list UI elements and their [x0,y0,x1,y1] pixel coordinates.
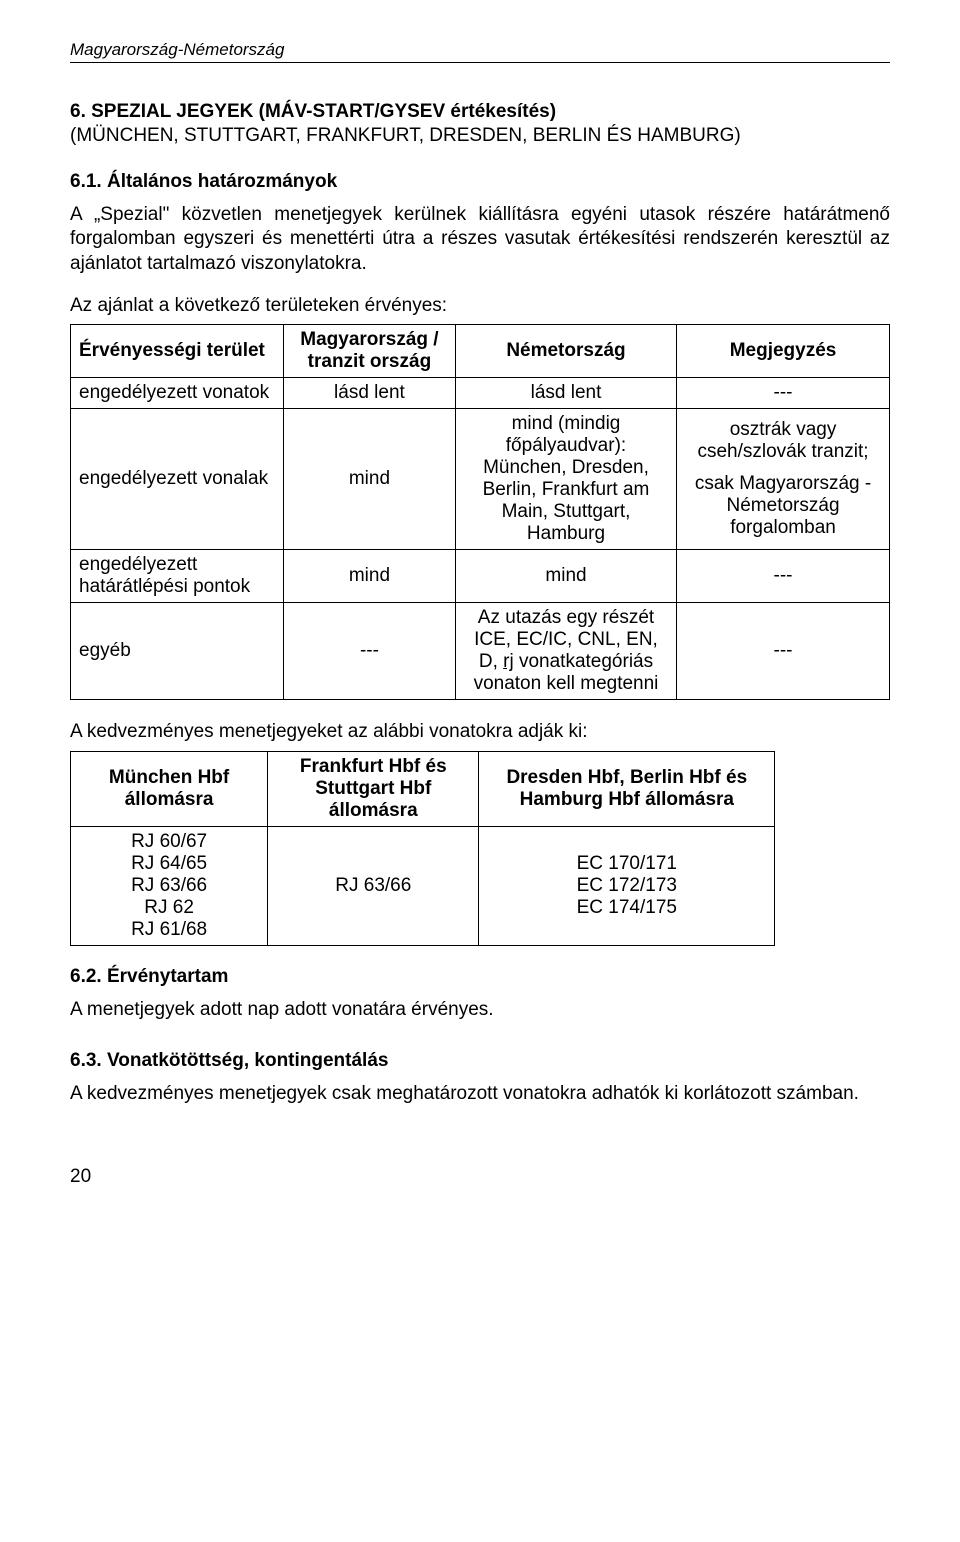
train-code: EC 174/175 [489,897,764,919]
cell-note-line1: osztrák vagy cseh/szlovák tranzit; [685,419,881,463]
section-6-subtitle: (MÜNCHEN, STUTTGART, FRANKFURT, DRESDEN,… [70,125,890,147]
subsection-6-3-para: A kedvezményes menetjegyek csak meghatár… [70,1082,890,1106]
cell: --- [677,550,890,603]
table-header-row: München Hbf állomásra Frankfurt Hbf és S… [71,751,775,826]
cell: osztrák vagy cseh/szlovák tranzit; csak … [677,409,890,550]
subsection-6-2-heading: 6.2. Érvénytartam [70,966,890,988]
trains-table: München Hbf állomásra Frankfurt Hbf és S… [70,751,775,946]
cell: mind [455,550,676,603]
cell: lásd lent [455,378,676,409]
trains-intro: A kedvezményes menetjegyeket az alábbi v… [70,720,890,744]
col-header-germany: Németország [455,325,676,378]
table-row: engedélyezett vonatok lásd lent lásd len… [71,378,890,409]
cell-dresden-trains: EC 170/171 EC 172/173 EC 174/175 [479,826,775,945]
col-header-frankfurt: Frankfurt Hbf és Stuttgart Hbf állomásra [268,751,479,826]
subsection-6-1-para2: Az ajánlat a következő területeken érvén… [70,294,890,318]
cell: --- [283,603,455,700]
validity-table: Érvényességi terület Magyarország / tran… [70,324,890,700]
train-code: RJ 62 [81,897,257,919]
cell-border-label: engedélyezett határátlépési pontok [71,550,284,603]
cell: lásd lent [283,378,455,409]
document-page: Magyarország-Németország 6. SPEZIAL JEGY… [0,0,960,1228]
train-code: EC 172/173 [489,875,764,897]
col-header-hungary: Magyarország / tranzit ország [283,325,455,378]
subsection-6-1-para1: A „Spezial" közvetlen menetjegyek kerüln… [70,203,890,276]
table-row: engedélyezett vonalak mind mind (mindig … [71,409,890,550]
cell: mind (mindig főpályaudvar): München, Dre… [455,409,676,550]
col-header-note: Megjegyzés [677,325,890,378]
train-code: EC 170/171 [489,853,764,875]
table-row: RJ 60/67 RJ 64/65 RJ 63/66 RJ 62 RJ 61/6… [71,826,775,945]
col-header-munich: München Hbf állomásra [71,751,268,826]
train-code: RJ 61/68 [81,919,257,941]
cell: --- [677,378,890,409]
train-code: RJ 63/66 [81,875,257,897]
cell-lines-label: engedélyezett vonalak [71,409,284,550]
cell-frankfurt-trains: RJ 63/66 [268,826,479,945]
cell-other-germany: Az utazás egy részét ICE, EC/IC, CNL, EN… [455,603,676,700]
cell-note-line2: csak Magyarország - Németország forgalom… [685,473,881,539]
cell: --- [677,603,890,700]
cell: mind [283,409,455,550]
text-rj: rj [503,651,514,672]
table-row: egyéb --- Az utazás egy részét ICE, EC/I… [71,603,890,700]
train-code: RJ 60/67 [81,831,257,853]
cell-other-label: egyéb [71,603,284,700]
subsection-6-1-heading: 6.1. Általános határozmányok [70,171,890,193]
cell-trains-label: engedélyezett vonatok [71,378,284,409]
cell-munich-trains: RJ 60/67 RJ 64/65 RJ 63/66 RJ 62 RJ 61/6… [71,826,268,945]
running-header: Magyarország-Németország [70,40,890,63]
cell: mind [283,550,455,603]
col-header-dresden: Dresden Hbf, Berlin Hbf és Hamburg Hbf á… [479,751,775,826]
page-number: 20 [70,1166,890,1188]
spacer [685,463,881,473]
table-row: engedélyezett határátlépési pontok mind … [71,550,890,603]
section-6-title: 6. SPEZIAL JEGYEK (MÁV-START/GYSEV érték… [70,101,890,123]
subsection-6-2-para: A menetjegyek adott nap adott vonatára é… [70,998,890,1022]
col-header-area: Érvényességi terület [71,325,284,378]
train-code: RJ 64/65 [81,853,257,875]
subsection-6-3-heading: 6.3. Vonatkötöttség, kontingentálás [70,1050,890,1072]
table-header-row: Érvényességi terület Magyarország / tran… [71,325,890,378]
